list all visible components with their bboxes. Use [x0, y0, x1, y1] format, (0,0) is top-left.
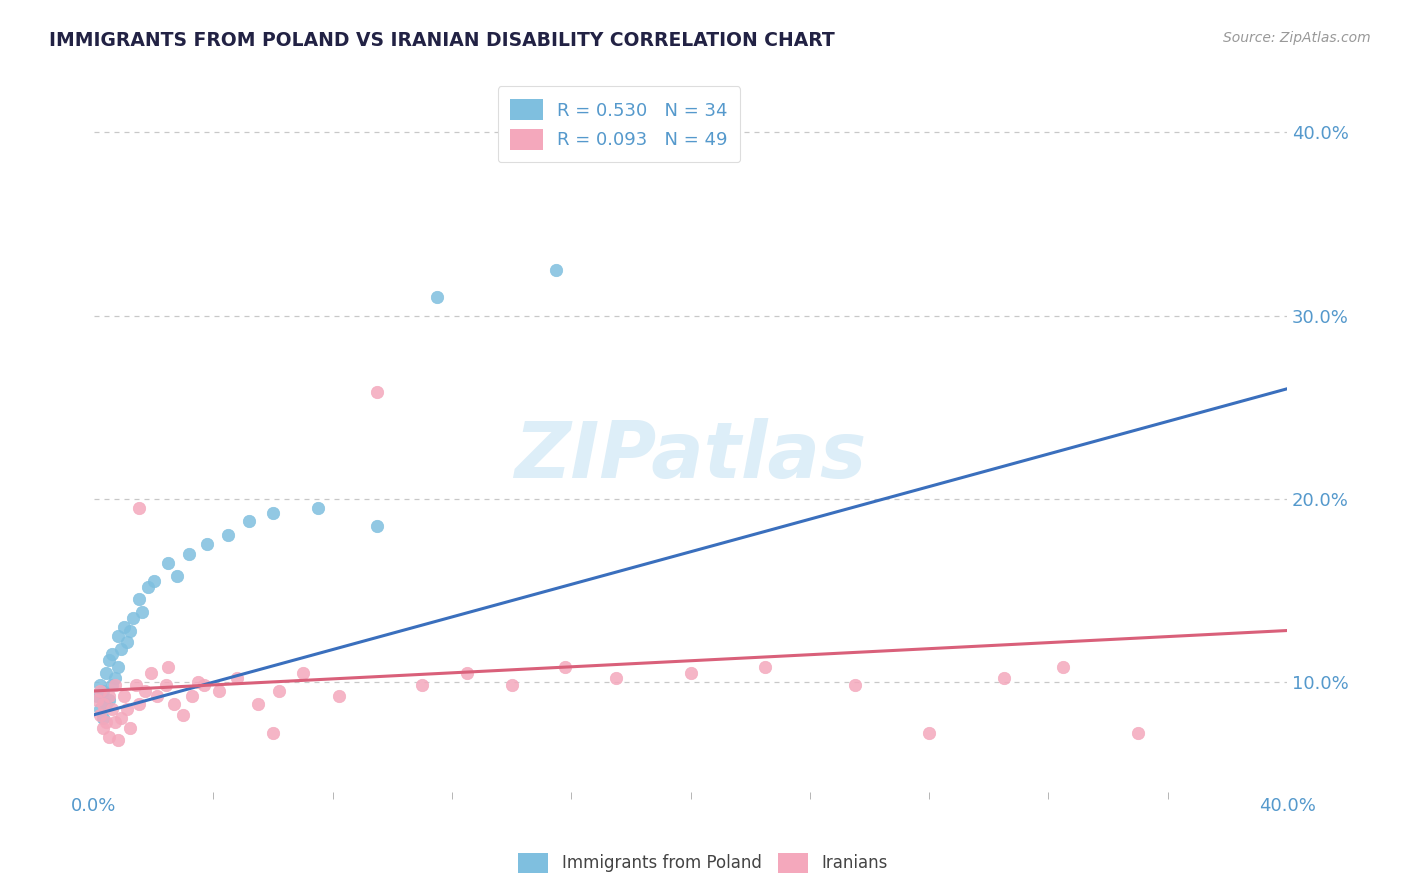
- Point: [262, 726, 284, 740]
- Point: [101, 702, 124, 716]
- Point: [115, 634, 138, 648]
- Point: [246, 697, 269, 711]
- Point: [91, 711, 114, 725]
- Point: [128, 697, 150, 711]
- Point: [134, 684, 156, 698]
- Point: [145, 690, 167, 704]
- Point: [993, 671, 1015, 685]
- Point: [89, 678, 111, 692]
- Point: [97, 653, 120, 667]
- Point: [86, 690, 108, 704]
- Point: [208, 684, 231, 698]
- Point: [131, 605, 153, 619]
- Point: [193, 678, 215, 692]
- Point: [125, 678, 148, 692]
- Point: [107, 660, 129, 674]
- Point: [107, 733, 129, 747]
- Point: [89, 702, 111, 716]
- Point: [754, 660, 776, 674]
- Point: [411, 678, 433, 692]
- Point: [97, 693, 120, 707]
- Point: [121, 611, 143, 625]
- Point: [94, 665, 117, 680]
- Point: [91, 697, 114, 711]
- Point: [918, 726, 941, 740]
- Legend: Immigrants from Poland, Iranians: Immigrants from Poland, Iranians: [512, 847, 894, 880]
- Point: [1126, 726, 1149, 740]
- Point: [226, 671, 249, 685]
- Point: [157, 660, 180, 674]
- Point: [181, 690, 204, 704]
- Point: [115, 702, 138, 716]
- Point: [238, 514, 260, 528]
- Text: Source: ZipAtlas.com: Source: ZipAtlas.com: [1223, 31, 1371, 45]
- Point: [94, 715, 117, 730]
- Point: [217, 528, 239, 542]
- Point: [97, 730, 120, 744]
- Point: [179, 547, 201, 561]
- Point: [101, 678, 124, 692]
- Point: [155, 678, 177, 692]
- Text: ZIPatlas: ZIPatlas: [515, 418, 866, 494]
- Point: [86, 693, 108, 707]
- Point: [166, 568, 188, 582]
- Point: [1052, 660, 1074, 674]
- Point: [94, 697, 117, 711]
- Point: [267, 684, 290, 698]
- Point: [291, 665, 314, 680]
- Point: [110, 711, 132, 725]
- Point: [172, 707, 194, 722]
- Point: [118, 721, 141, 735]
- Text: IMMIGRANTS FROM POLAND VS IRANIAN DISABILITY CORRELATION CHART: IMMIGRANTS FROM POLAND VS IRANIAN DISABI…: [49, 31, 835, 50]
- Point: [112, 690, 135, 704]
- Point: [118, 624, 141, 638]
- Point: [107, 629, 129, 643]
- Point: [328, 690, 350, 704]
- Legend: R = 0.530   N = 34, R = 0.093   N = 49: R = 0.530 N = 34, R = 0.093 N = 49: [498, 87, 741, 162]
- Point: [110, 641, 132, 656]
- Point: [136, 580, 159, 594]
- Point: [605, 671, 627, 685]
- Point: [142, 574, 165, 588]
- Point: [844, 678, 866, 692]
- Point: [157, 556, 180, 570]
- Point: [128, 592, 150, 607]
- Point: [101, 648, 124, 662]
- Point: [112, 620, 135, 634]
- Point: [366, 385, 388, 400]
- Point: [104, 671, 127, 685]
- Point: [91, 721, 114, 735]
- Point: [456, 665, 478, 680]
- Point: [89, 707, 111, 722]
- Point: [546, 262, 568, 277]
- Point: [139, 665, 162, 680]
- Point: [89, 684, 111, 698]
- Point: [163, 697, 186, 711]
- Point: [97, 690, 120, 704]
- Point: [262, 506, 284, 520]
- Point: [679, 665, 702, 680]
- Point: [91, 684, 114, 698]
- Point: [501, 678, 523, 692]
- Point: [426, 290, 449, 304]
- Point: [104, 715, 127, 730]
- Point: [366, 519, 388, 533]
- Point: [128, 500, 150, 515]
- Point: [554, 660, 576, 674]
- Point: [187, 674, 209, 689]
- Point: [307, 500, 329, 515]
- Point: [195, 537, 218, 551]
- Point: [104, 678, 127, 692]
